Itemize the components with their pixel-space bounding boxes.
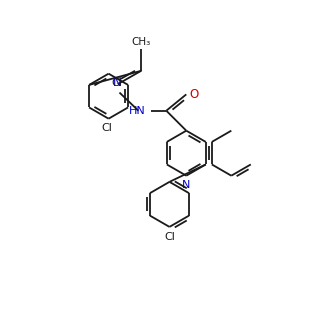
Text: N: N [182,180,190,190]
Text: N: N [113,76,122,89]
Text: Cl: Cl [164,232,175,241]
Text: Cl: Cl [112,78,123,88]
Text: HN: HN [129,106,146,116]
Text: O: O [189,88,198,101]
Text: Cl: Cl [101,123,112,133]
Text: CH₃: CH₃ [132,37,151,47]
